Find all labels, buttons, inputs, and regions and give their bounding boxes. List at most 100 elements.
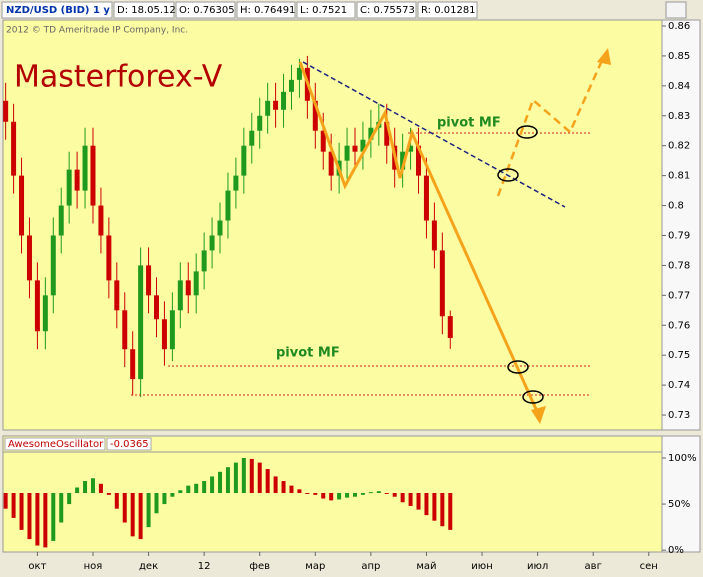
osc-bar [400,493,405,503]
high: H: 0.76491 [240,5,295,16]
candle-body [408,145,414,152]
candle-body [146,265,152,296]
osc-bar [384,493,389,495]
x-tick-label: апр [361,561,380,572]
osc-bar [225,467,230,494]
candle-body [50,235,56,296]
osc-bar [265,469,270,494]
candle-body [19,175,25,236]
osc-bar [448,493,453,530]
candle-body [296,67,302,80]
osc-bar [138,493,143,540]
candle-body [3,100,9,122]
osc-bar [59,493,64,523]
x-tick-label: сен [640,561,658,572]
trend-line [302,61,566,208]
osc-bar [337,493,342,500]
osc-bar [305,493,310,495]
candle-body [431,220,437,251]
candle-body [209,235,215,251]
candle-body [114,280,120,311]
candle-body [249,130,255,146]
osc-bar [392,493,397,497]
price-axis [661,19,701,431]
osc-axis [661,435,701,553]
copyright: 2012 © TD Ameritrade IP Company, Inc. [6,26,188,36]
osc-bar [313,493,318,495]
osc-bar [368,492,373,494]
candle-body [74,169,80,191]
candle-body [265,100,271,116]
x-tick-label: ноя [84,561,103,572]
osc-bar [257,462,262,494]
candle-body [320,130,326,152]
y-tick-label: 0.76 [668,320,690,331]
osc-bar [352,493,357,497]
field [113,1,175,19]
pivot-label: pivot MF [276,346,340,361]
y-tick-label: 0.83 [668,111,690,122]
osc-bar [43,493,48,548]
marker [497,168,519,182]
y-tick-label: 0.73 [668,410,690,421]
candle-body [233,175,239,191]
candle-body [82,145,88,191]
marker [507,360,529,374]
osc-bar [432,493,437,521]
y-tick-label: 0.75 [668,350,690,361]
y-tick-label: 0.81 [668,171,690,182]
candle-body [312,100,318,131]
y-tick-label: 0.8 [668,201,684,212]
osc-bar [218,471,223,494]
y-tick-label: 100% [668,453,697,464]
osc-bar [297,489,302,494]
x-tick-label: окт [28,561,46,572]
candle-body [241,145,247,176]
x-tick-label: фев [249,561,270,572]
zigzag [298,61,542,419]
candle-body [193,271,199,296]
x-tick-label: авг [585,561,602,572]
candle-body [328,151,334,176]
candle-body [257,115,263,131]
candle-body [273,100,279,110]
y-tick-label: 0.84 [668,81,690,92]
candle-body [288,79,294,92]
candle-body [185,280,191,296]
osc-bar [345,493,350,498]
pivot-label: pivot MF [437,116,501,131]
arrow-head [531,406,546,424]
date: D: 18.05.12 [117,5,176,16]
field [1,1,113,19]
symbol: NZD/USD (BID) 1 y D [6,5,122,16]
osc-title: AwesomeOscillator [8,439,104,450]
candle-body [169,310,175,350]
candle-body [106,235,112,281]
candle-body [98,205,104,236]
candle-body [66,169,72,206]
candle-body [352,145,358,152]
osc-bar [329,493,334,501]
y-tick-label: 0.85 [668,51,690,62]
settings-button[interactable] [665,1,687,19]
candle-body [26,235,32,281]
close: C: 0.75573 [360,5,415,16]
candle-body [368,127,374,140]
candle-body [447,316,453,339]
osc-bar [3,493,8,509]
osc-bar [321,493,326,499]
osc-bar [210,476,215,494]
candle-body [225,190,231,221]
osc-bar [273,476,278,494]
y-tick-label: 0.78 [668,260,690,271]
x-tick-label: дек [139,561,158,572]
osc-bar [233,462,238,494]
candle-body [122,310,128,350]
candle-body [177,280,183,311]
osc-bar [83,481,88,494]
field [296,1,356,19]
y-tick-label: 0.82 [668,141,690,152]
candle-body [344,145,350,161]
candle-body [161,319,167,350]
candle-body [34,280,40,332]
